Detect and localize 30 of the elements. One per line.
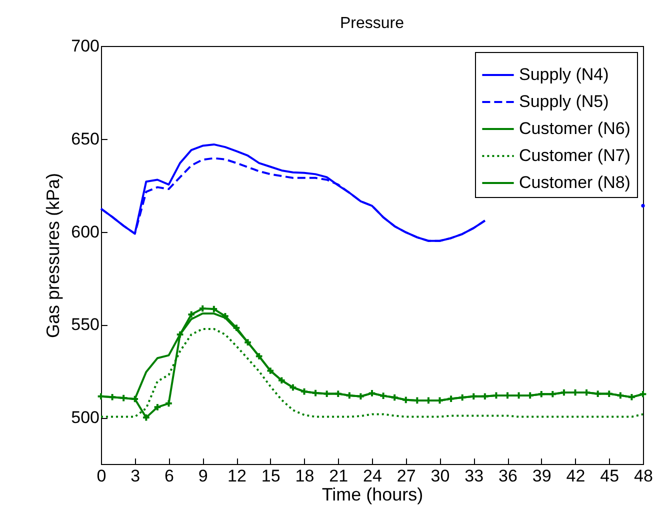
x-tick-label: 48	[634, 466, 653, 486]
x-tick-label: 21	[329, 466, 348, 486]
x-tick-label: 36	[498, 466, 518, 486]
y-tick-label: 500	[71, 408, 100, 428]
x-tick-label: 45	[600, 466, 620, 486]
x-tick-label: 42	[566, 466, 586, 486]
legend-label: Supply (N4)	[519, 65, 609, 84]
y-axis-title: Gas pressures (kPa)	[43, 172, 64, 338]
x-tick-label: 9	[198, 466, 208, 486]
x-tick-label: 24	[363, 466, 382, 486]
y-tick-label: 550	[71, 315, 100, 334]
legend-label: Supply (N5)	[519, 92, 609, 111]
x-tick-label: 12	[228, 466, 246, 486]
x-tick-label: 18	[295, 466, 314, 486]
x-tick-label: 27	[396, 466, 416, 486]
legend-label: Customer (N6)	[519, 119, 630, 138]
x-tick-label: 6	[164, 466, 174, 486]
y-tick-label: 650	[71, 129, 100, 148]
y-tick-label: 600	[71, 222, 100, 242]
x-tick-label: 15	[261, 466, 280, 486]
x-tick-label: 0	[96, 466, 106, 486]
x-axis-title: Time (hours)	[322, 484, 424, 504]
y-tick-label: 700	[71, 36, 100, 56]
legend-label: Customer (N8)	[519, 173, 630, 192]
x-tick-label: 33	[464, 466, 484, 486]
legend-label: Customer (N7)	[519, 146, 630, 165]
x-tick-label: 3	[130, 466, 140, 486]
x-tick-label: 39	[532, 466, 552, 486]
chart-title: Pressure	[340, 15, 404, 32]
x-tick-label: 30	[430, 466, 450, 486]
